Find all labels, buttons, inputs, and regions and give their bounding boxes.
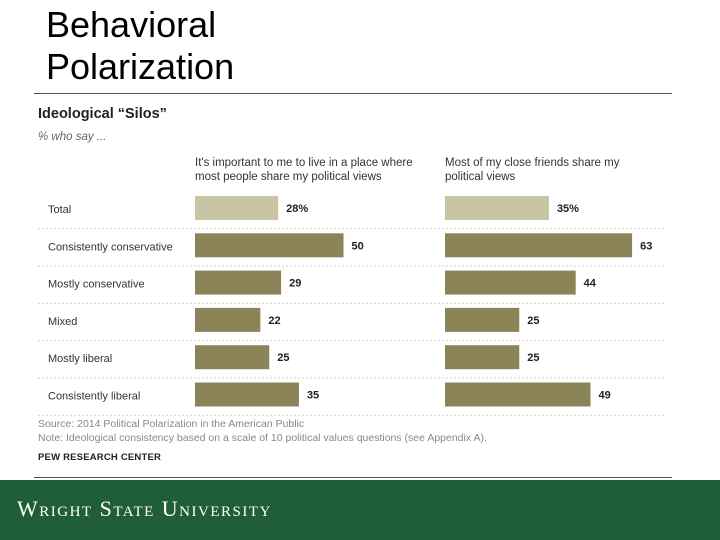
data-label: 50 — [352, 240, 364, 252]
category-label: Consistently conservative — [48, 241, 173, 253]
slide-title: Behavioral Polarization — [46, 4, 234, 88]
bar — [195, 382, 299, 407]
methodology-note: Note: Ideological consistency based on a… — [38, 432, 487, 444]
bottom-divider — [34, 477, 672, 478]
bar — [445, 270, 576, 295]
university-wordmark: Wright State University — [17, 496, 272, 521]
series-2-header-line-2: political views — [445, 171, 516, 183]
data-label: 49 — [599, 390, 611, 402]
bar — [195, 307, 261, 332]
category-label: Total — [48, 204, 71, 216]
data-label: 25 — [527, 315, 539, 327]
bar-chart: Total 28% 35% Consistently conservative 50 63… — [38, 196, 664, 416]
series-1-header-line-2: most people share my political views — [195, 171, 382, 183]
data-label: 25 — [277, 352, 289, 364]
data-label: 44 — [584, 278, 597, 290]
bar — [445, 307, 520, 332]
category-label: Mixed — [48, 316, 77, 328]
bar — [195, 345, 270, 370]
top-divider — [34, 93, 672, 94]
footer-bar — [0, 480, 720, 540]
source-note: Source: 2014 Political Polarization in t… — [38, 418, 305, 430]
data-label: 29 — [289, 278, 301, 290]
category-label: Mostly liberal — [48, 353, 112, 365]
slide-title-line-2: Polarization — [46, 46, 235, 87]
category-label: Mostly conservative — [48, 279, 145, 291]
series-1-header: It's important to me to live in a place … — [195, 156, 425, 184]
data-label: 35 — [307, 390, 319, 402]
chart-subtitle: % who say ... — [38, 131, 107, 143]
bar — [445, 382, 591, 407]
bar — [445, 196, 549, 220]
bar — [195, 196, 279, 220]
data-label: 22 — [268, 315, 280, 327]
bar — [195, 270, 282, 295]
series-1-header-line-1: It's important to me to live in a place … — [195, 157, 413, 169]
data-label: 25 — [527, 352, 539, 364]
bar — [195, 233, 344, 258]
slide-title-line-1: Behavioral — [46, 4, 217, 45]
pew-credit: PEW RESEARCH CENTER — [38, 452, 162, 463]
data-label: 35% — [557, 203, 579, 215]
data-label: 63 — [640, 240, 652, 252]
category-label: Consistently liberal — [48, 391, 140, 403]
chart-title: Ideological “Silos” — [38, 106, 167, 122]
bar — [445, 233, 633, 258]
series-2-header: Most of my close friends share my politi… — [445, 156, 675, 184]
data-label: 28% — [286, 203, 308, 215]
bar — [445, 345, 520, 370]
series-2-header-line-1: Most of my close friends share my — [445, 157, 620, 169]
